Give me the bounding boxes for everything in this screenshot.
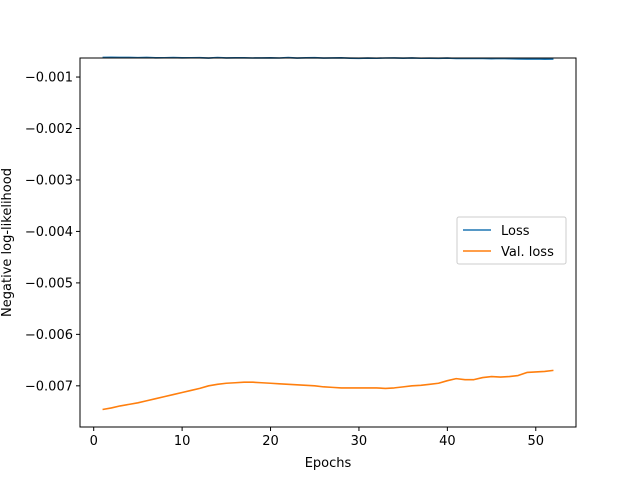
y-axis: −0.001 −0.002 −0.003 −0.004 −0.005 −0.006 −0.0… (25, 71, 80, 394)
x-axis: 0 10 20 30 40 50 (90, 427, 544, 449)
legend-label-0: Loss (501, 224, 530, 239)
plot-frame (79, 57, 577, 428)
x-tick-label: 30 (351, 434, 368, 449)
y-tick-label: −0.005 (25, 276, 73, 291)
x-tick-label: 50 (527, 434, 544, 449)
x-tick-label: 40 (439, 434, 456, 449)
y-tick-label: −0.003 (25, 173, 73, 188)
y-tick-label: −0.006 (25, 328, 73, 343)
x-axis-label: Epochs (305, 456, 352, 471)
x-tick-label: 20 (262, 434, 279, 449)
legend: Loss Val. loss (456, 216, 567, 265)
y-tick-label: −0.007 (25, 379, 73, 394)
legend-box (456, 216, 567, 265)
y-tick-label: −0.001 (25, 71, 73, 86)
x-tick-label: 10 (174, 434, 191, 449)
y-tick-label: −0.004 (25, 225, 73, 240)
x-tick-label: 0 (90, 434, 98, 449)
legend-label-1: Val. loss (501, 245, 554, 260)
y-axis-label: Negative log-likelihood (0, 168, 15, 317)
y-tick-label: −0.002 (25, 122, 73, 137)
series-line-1 (102, 369, 554, 411)
